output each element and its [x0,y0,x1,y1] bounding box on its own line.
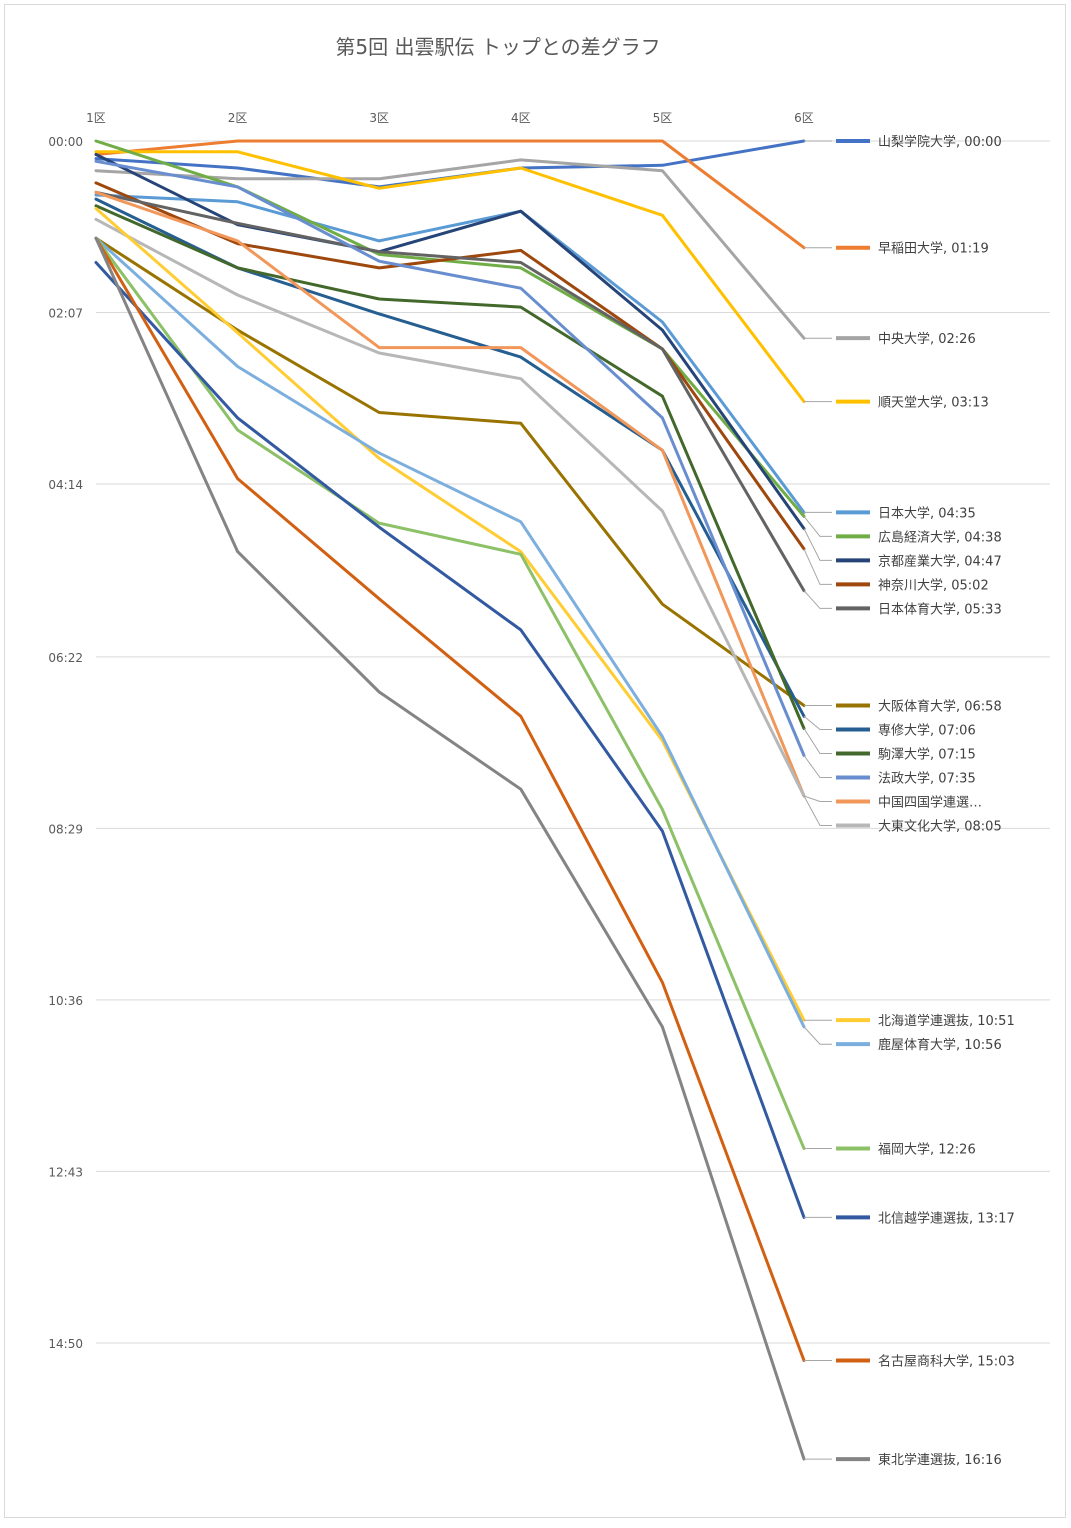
series-end-label: 法政大学, 07:35 [878,771,976,787]
y-tick-label: 00:00 [48,135,83,149]
y-tick-label: 08:29 [48,822,83,836]
series-end-label: 日本大学, 04:35 [878,505,976,521]
y-tick-label: 10:36 [48,994,83,1008]
series-line [94,150,806,404]
series-line [94,261,806,1219]
label-leader-line [803,715,832,730]
series-line [94,236,806,707]
label-leader-lines [803,140,832,1460]
series-end-label: 名古屋商科大学, 15:03 [878,1354,1015,1370]
x-tick-label: 6区 [794,111,814,125]
series-end-label: 鹿屋体育大学, 10:56 [878,1037,1002,1053]
series-line [94,236,806,1461]
label-leader-line [803,590,832,609]
series-end-label: 北信越学連選抜, 13:17 [878,1210,1015,1226]
label-leader-line [803,516,832,537]
series-line [94,190,806,798]
series-line [94,139,806,250]
series-end-label: 東北学連選抜, 16:16 [878,1452,1002,1468]
label-leader-line [803,795,832,826]
label-leader-line [803,548,832,585]
y-tick-label: 02:07 [48,307,83,321]
series-end-label: 福岡大学, 12:26 [878,1141,976,1157]
label-leader-line [803,755,832,778]
series-line [94,236,806,1150]
x-tick-label: 3区 [369,111,389,125]
y-tick-label: 06:22 [48,651,83,665]
series-end-label: 早稲田大学, 01:19 [878,241,989,257]
series-line [94,217,806,798]
series-end-label: 順天堂大学, 03:13 [878,395,989,411]
label-leader-line [803,795,832,802]
series-lines [94,139,806,1461]
x-axis-tick-labels: 1区 2区 3区 4区 5区 6区 [86,111,814,125]
series-end-label: 広島経済大学, 04:38 [878,529,1002,545]
x-tick-label: 1区 [86,111,106,125]
series-line [94,158,806,340]
label-leader-line [803,728,832,754]
x-tick-label: 5区 [653,111,673,125]
series-line [94,236,806,1029]
series-line [94,139,806,518]
series-end-label: 山梨学院大学, 00:00 [878,134,1002,150]
series-end-label: 日本体育大学, 05:33 [878,601,1002,617]
series-end-label: 大東文化大学, 08:05 [878,819,1002,835]
series-end-label: 北海道学連選抜, 10:51 [878,1013,1015,1029]
x-tick-label: 4区 [511,111,531,125]
y-tick-label: 14:50 [48,1337,83,1351]
series-line [94,193,806,514]
label-leader-line [803,528,832,561]
chart-frame [4,4,1066,1518]
series-end-label: 中央大学, 02:26 [878,331,976,347]
series-line [94,204,806,730]
series-end-labels: 山梨学院大学, 00:00 早稲田大学, 01:19 中央大学, 02:26 順天堂大… [836,134,1015,1468]
y-axis-tick-labels: 00:00 02:07 04:14 06:22 08:29 10:36 12:43 14:50 [48,135,83,1351]
series-line [94,159,806,757]
series-line [94,153,806,531]
series-end-label: 京都産業大学, 04:47 [878,553,1002,569]
series-end-label: 専修大学, 07:06 [878,723,976,739]
y-tick-label: 12:43 [48,1165,83,1179]
label-leader-line [803,1026,832,1045]
chart-title: 第5回 出雲駅伝 トップとの差グラフ [335,35,660,59]
series-line [94,190,806,593]
series-end-label: 神奈川大学, 05:02 [878,577,989,593]
series-end-label: 駒澤大学, 07:15 [878,747,976,763]
y-tick-label: 04:14 [48,478,83,492]
series-line [94,236,806,1362]
x-tick-label: 2区 [228,111,248,125]
series-end-label: 大阪体育大学, 06:58 [878,699,1002,715]
series-end-label: 中国四国学連選… [878,795,982,811]
